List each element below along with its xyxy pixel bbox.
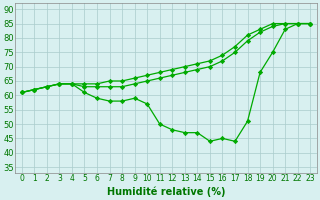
X-axis label: Humidité relative (%): Humidité relative (%) [107,186,225,197]
